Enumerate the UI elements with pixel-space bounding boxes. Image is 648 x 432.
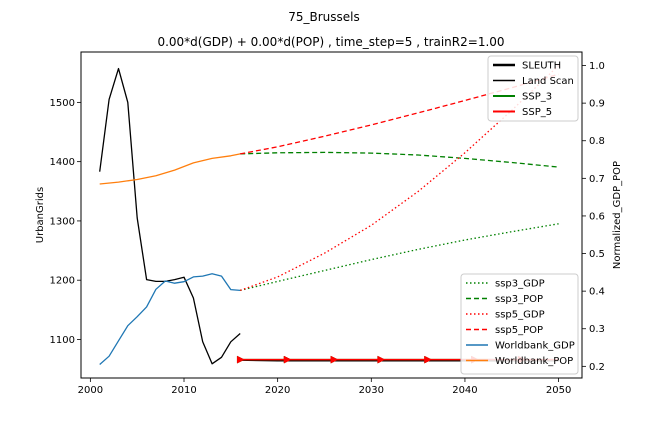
y-tick-label: 1200	[50, 276, 75, 287]
series-ssp3-pop-line	[240, 151, 559, 168]
legend-label-ssp3-pop: ssp3_POP	[495, 294, 543, 305]
legend-label-land-scan: Land Scan	[522, 76, 574, 87]
x-tick-label: 2050	[546, 385, 571, 396]
legend-label-sleuth: SLEUTH	[522, 61, 561, 72]
plot-frame	[80, 51, 583, 379]
legend-left-items: SLEUTH Land Scan SSP_3 SSP_5	[493, 61, 574, 118]
y2-tick-label: 0.5	[589, 249, 605, 260]
y2-tick-label: 0.3	[589, 324, 605, 335]
x-axis: 2000 2010 2020 2030 2040 2050	[78, 378, 571, 396]
y2-tick-label: 0.2	[589, 362, 605, 373]
y-tick-label: 1500	[50, 98, 75, 109]
y2-tick-label: 0.8	[589, 136, 605, 147]
y-tick-label: 1300	[50, 216, 75, 227]
chart-title: 75_Brussels	[288, 10, 360, 24]
series-ssp-5-marker	[330, 355, 339, 364]
y-tick-label: 1400	[50, 157, 75, 168]
series-ssp-5-marker	[283, 355, 292, 364]
y2-tick-label: 0.4	[589, 287, 605, 298]
y-axis-label: UrbanGrids	[35, 187, 46, 243]
legend-left: SLEUTH Land Scan SSP_3 SSP_5	[487, 55, 579, 122]
legend-right: ssp3_GDP ssp3_POP ssp5_GDP ssp5_POP Worldban…	[460, 273, 579, 375]
y2-tick-label: 1.0	[589, 61, 605, 72]
legend-label-worldbank-pop: Worldbank_POP	[495, 356, 573, 367]
x-tick-label: 2010	[171, 385, 196, 396]
y2-axis-label: Normalized_GDP_POP	[612, 161, 623, 269]
series-ssp-5-marker	[424, 355, 433, 364]
y-tick-label: 1100	[50, 335, 75, 346]
legend-right-items: ssp3_GDP ssp3_POP ssp5_GDP ssp5_POP Worldban…	[466, 279, 575, 367]
x-tick-label: 2020	[265, 385, 290, 396]
y2-tick-label: 0.9	[589, 99, 605, 110]
series-worldbank-gdp-line	[99, 273, 241, 365]
legend-label-ssp-5: SSP_5	[522, 107, 552, 118]
legend-left-box	[487, 55, 579, 122]
series-land-scan-line	[99, 67, 241, 365]
legend-label-ssp5-gdp: ssp5_GDP	[495, 310, 545, 321]
series-layer	[99, 65, 560, 365]
chart-subtitle: 0.00*d(GDP) + 0.00*d(POP) , time_step=5 …	[157, 35, 504, 49]
x-tick-label: 2000	[78, 385, 103, 396]
legend-label-ssp3-gdp: ssp3_GDP	[495, 279, 545, 290]
x-tick-label: 2040	[452, 385, 477, 396]
y2-tick-label: 0.6	[589, 211, 605, 222]
series-ssp-5-marker	[236, 355, 245, 364]
legend-label-worldbank-gdp: Worldbank_GDP	[495, 341, 575, 352]
series-ssp-5-marker	[377, 355, 386, 364]
y-axis-right: 0.2 0.3 0.4 0.5 0.6 0.7 0.8 0.9 1.0	[582, 61, 605, 373]
y-axis-left: 1100 1200 1300 1400 1500	[50, 98, 81, 346]
series-ssp5-gdp-line	[239, 65, 560, 292]
y2-tick-label: 0.7	[589, 174, 605, 185]
series-worldbank-pop-line	[99, 153, 241, 185]
legend-label-ssp-3: SSP_3	[522, 92, 552, 103]
legend-label-ssp5-pop: ssp5_POP	[495, 325, 543, 336]
x-tick-label: 2030	[359, 385, 384, 396]
legend-right-box	[460, 273, 579, 375]
